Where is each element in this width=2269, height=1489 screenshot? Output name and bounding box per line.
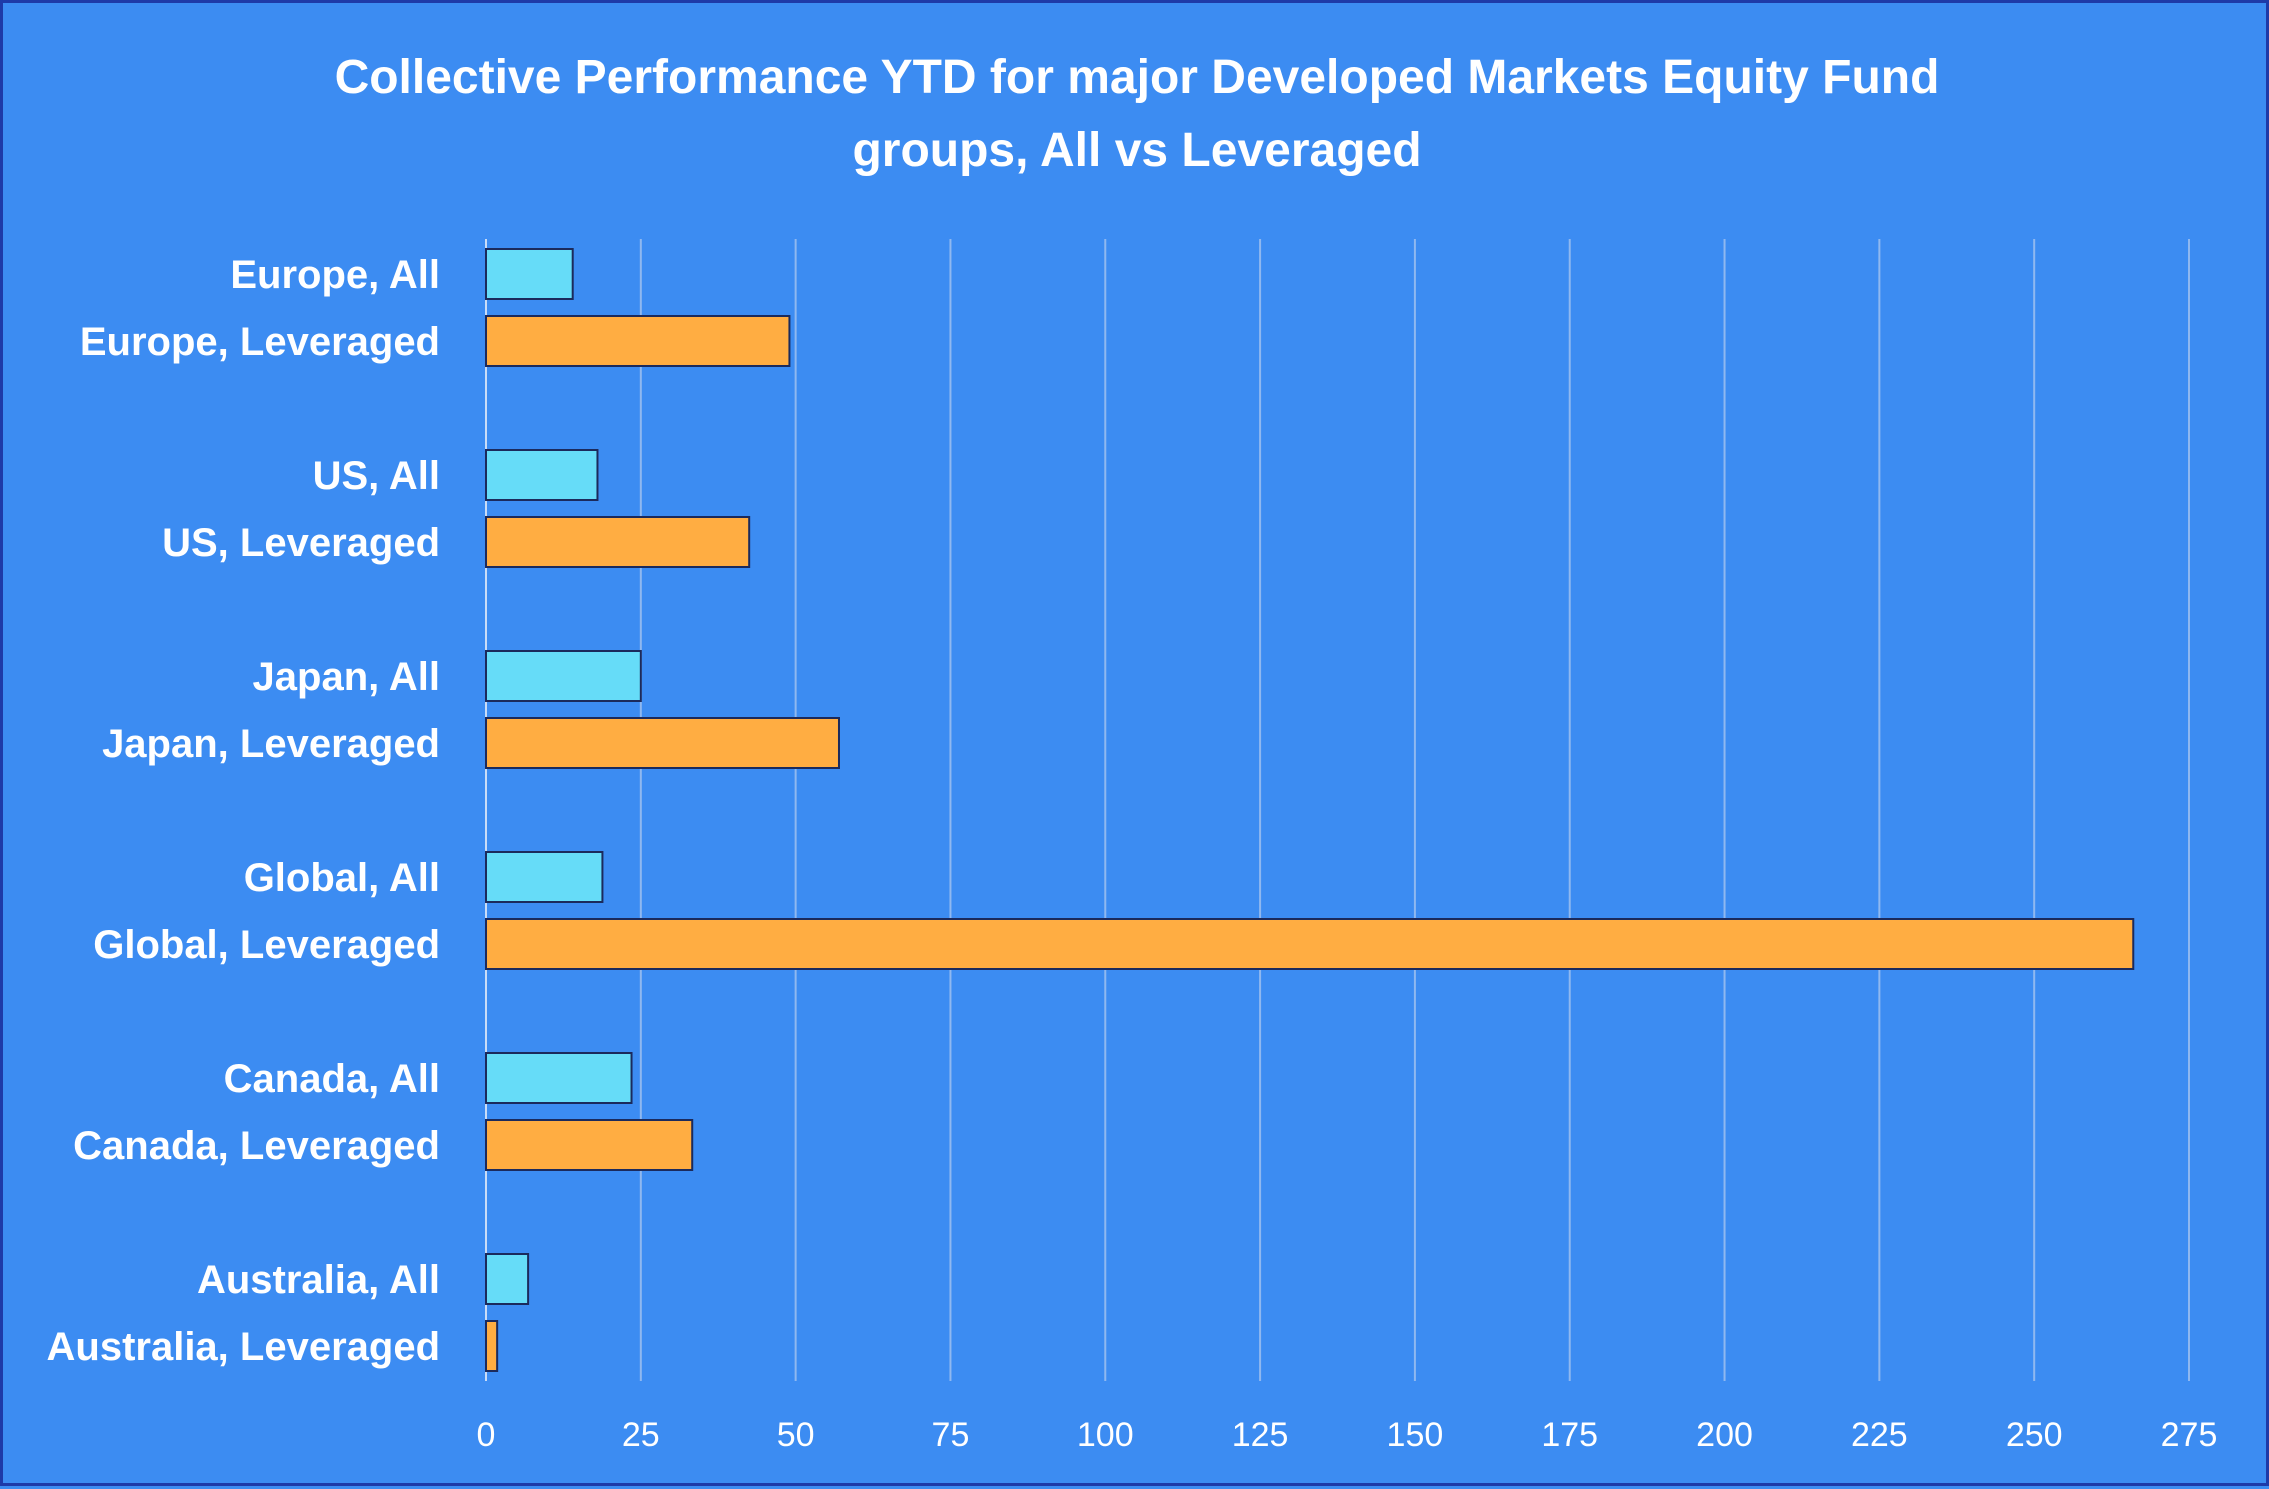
category-label-australia-leveraged: Australia, Leveraged xyxy=(47,1325,441,1369)
bar-us-leveraged xyxy=(485,516,751,568)
x-tick-label-225: 225 xyxy=(1851,1416,1908,1454)
x-tick-label-150: 150 xyxy=(1387,1416,1444,1454)
bar-global-leveraged xyxy=(485,918,2135,970)
category-label-europe-leveraged: Europe, Leveraged xyxy=(80,320,440,364)
x-axis-ticks: 0 25 50 75 100 125 150 175 200 225 250 275 xyxy=(477,1416,2218,1454)
category-label-canada-leveraged: Canada, Leveraged xyxy=(73,1124,440,1168)
category-label-global-all: Global, All xyxy=(244,856,440,900)
x-tick-label-75: 75 xyxy=(932,1416,970,1454)
category-label-europe-all: Europe, All xyxy=(230,253,440,297)
category-label-japan-leveraged: Japan, Leveraged xyxy=(102,722,440,766)
category-label-us-leveraged: US, Leveraged xyxy=(162,521,440,565)
bar-canada-all xyxy=(485,1052,633,1104)
x-tick-label-175: 175 xyxy=(1541,1416,1598,1454)
x-tick-label-275: 275 xyxy=(2161,1416,2218,1454)
bar-europe-leveraged xyxy=(485,315,791,367)
bar-australia-all xyxy=(485,1253,530,1305)
x-tick-label-25: 25 xyxy=(622,1416,660,1454)
x-tick-label-50: 50 xyxy=(777,1416,815,1454)
category-label-canada-all: Canada, All xyxy=(224,1057,440,1101)
bar-global-all xyxy=(485,851,604,903)
chart-title-line-1: Collective Performance YTD for major Dev… xyxy=(335,51,1940,104)
bar-canada-leveraged xyxy=(485,1119,694,1171)
bar-australia-leveraged xyxy=(485,1320,499,1372)
category-labels: Europe, All Europe, Leveraged US, All US, L… xyxy=(47,253,441,1369)
x-tick-label-200: 200 xyxy=(1696,1416,1753,1454)
gridlines xyxy=(485,239,2190,1381)
chart-title-line-2: groups, All vs Leveraged xyxy=(852,124,1421,177)
bar-japan-all xyxy=(485,650,642,702)
category-label-japan-all: Japan, All xyxy=(253,655,440,699)
x-tick-label-100: 100 xyxy=(1077,1416,1134,1454)
category-label-us-all: US, All xyxy=(313,454,440,498)
bar-europe-all xyxy=(485,248,574,300)
bars xyxy=(485,248,2135,1372)
x-tick-label-250: 250 xyxy=(2006,1416,2063,1454)
category-label-global-leveraged: Global, Leveraged xyxy=(93,923,440,967)
bar-us-all xyxy=(485,449,599,501)
bar-chart: Collective Performance YTD for major Dev… xyxy=(47,51,2218,1454)
x-tick-label-0: 0 xyxy=(477,1416,496,1454)
x-tick-label-125: 125 xyxy=(1232,1416,1289,1454)
bar-japan-leveraged xyxy=(485,717,840,769)
category-label-australia-all: Australia, All xyxy=(197,1258,440,1302)
